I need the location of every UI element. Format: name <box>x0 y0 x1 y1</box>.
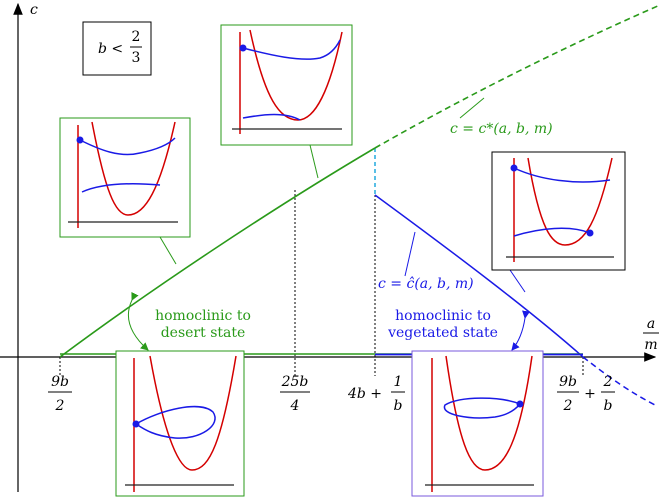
region-label: vegetated state <box>387 325 498 341</box>
inset-transition-phase <box>220 24 353 146</box>
c-hat-curve <box>374 194 584 358</box>
c-hat-label: c = ĉ(a, b, m) <box>378 276 474 292</box>
tick-prefix: 4b + <box>347 386 382 402</box>
guides <box>59 190 584 376</box>
c-star-curve <box>59 147 376 358</box>
inset-connectors <box>159 144 526 381</box>
tick-num: 1 <box>394 374 403 390</box>
tick-den: b <box>604 398 613 414</box>
tick-num: 9b <box>559 374 577 390</box>
region-label: desert state <box>161 325 246 341</box>
tick-den: 2 <box>563 398 573 414</box>
inset-desert-homoclinic <box>115 350 245 497</box>
x-axis-label-den: m <box>644 337 657 353</box>
tick-den: 2 <box>55 398 65 414</box>
c-star-dashed <box>374 4 661 149</box>
region-arrow <box>511 310 530 351</box>
region-arrow <box>128 291 149 351</box>
tick-labels: 9b 2 25b 4 4b + 1 b 9b 2 + 2 b <box>48 374 615 414</box>
tick-num: 2 <box>603 374 613 390</box>
tick-num: 9b <box>51 374 69 390</box>
y-axis-label: c <box>30 2 38 18</box>
tick-den: b <box>394 398 403 414</box>
tick-num: 25b <box>281 374 309 390</box>
inset-vegetated-phase <box>491 151 626 271</box>
c-star-label: c = c*(a, b, m) <box>450 121 553 137</box>
connector <box>404 231 416 277</box>
condition-lhs: b < <box>98 41 123 57</box>
x-axis-label-num: a <box>647 316 655 332</box>
condition-num: 2 <box>132 29 141 45</box>
region-label: homoclinic to <box>155 308 251 324</box>
connector <box>459 97 485 119</box>
condition-den: 3 <box>132 50 141 66</box>
inset-desert-phase <box>59 117 191 238</box>
tick-den: 4 <box>290 398 300 414</box>
tick-mid: + <box>584 386 596 402</box>
c-hat-dashed <box>582 356 656 406</box>
region-label: homoclinic to <box>395 308 491 324</box>
condition-box <box>82 21 152 76</box>
inset-vegetated-homoclinic <box>411 350 544 497</box>
